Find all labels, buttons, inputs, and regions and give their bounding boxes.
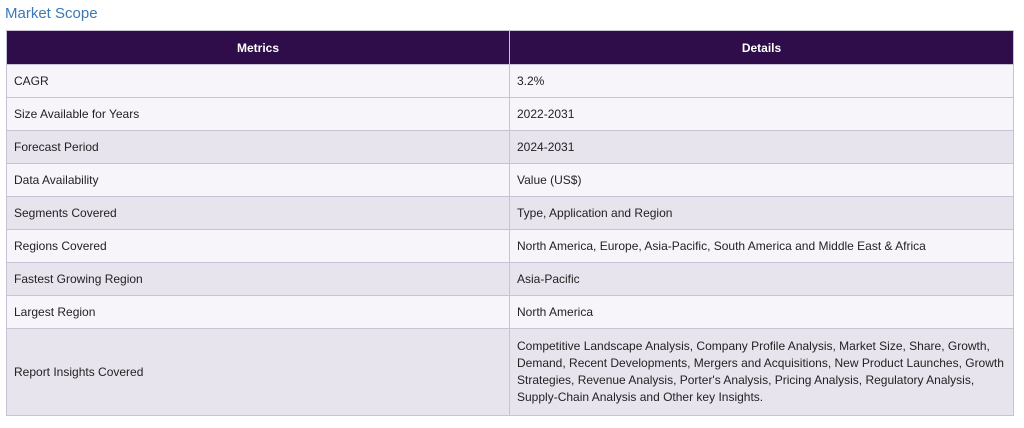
table-row: Size Available for Years 2022-2031: [6, 97, 1014, 131]
table-row: Largest Region North America: [6, 295, 1014, 329]
details-cell: North America, Europe, Asia-Pacific, Sou…: [509, 229, 1014, 263]
details-cell: Value (US$): [509, 163, 1014, 197]
details-cell: 3.2%: [509, 64, 1014, 98]
details-cell: Asia-Pacific: [509, 262, 1014, 296]
section-title: Market Scope: [5, 5, 98, 22]
header-details: Details: [509, 30, 1014, 65]
details-cell: 2022-2031: [509, 97, 1014, 131]
metric-cell: Regions Covered: [6, 229, 510, 263]
metric-cell: Fastest Growing Region: [6, 262, 510, 296]
table-row: CAGR 3.2%: [6, 64, 1014, 98]
details-cell: 2024-2031: [509, 130, 1014, 164]
table-header-row: Metrics Details: [6, 30, 1014, 65]
details-cell: Type, Application and Region: [509, 196, 1014, 230]
table-row: Segments Covered Type, Application and R…: [6, 196, 1014, 230]
table-row: Report Insights Covered Competitive Land…: [6, 328, 1014, 416]
metric-cell: Report Insights Covered: [6, 328, 510, 416]
table-row: Data Availability Value (US$): [6, 163, 1014, 197]
metric-cell: Segments Covered: [6, 196, 510, 230]
metric-cell: Forecast Period: [6, 130, 510, 164]
table-row: Forecast Period 2024-2031: [6, 130, 1014, 164]
metric-cell: Size Available for Years: [6, 97, 510, 131]
table-row: Fastest Growing Region Asia-Pacific: [6, 262, 1014, 296]
market-scope-table: Metrics Details CAGR 3.2% Size Available…: [6, 30, 1014, 416]
details-cell: North America: [509, 295, 1014, 329]
details-cell: Competitive Landscape Analysis, Company …: [509, 328, 1014, 416]
header-metrics: Metrics: [6, 30, 510, 65]
metric-cell: Data Availability: [6, 163, 510, 197]
metric-cell: Largest Region: [6, 295, 510, 329]
metric-cell: CAGR: [6, 64, 510, 98]
table-row: Regions Covered North America, Europe, A…: [6, 229, 1014, 263]
